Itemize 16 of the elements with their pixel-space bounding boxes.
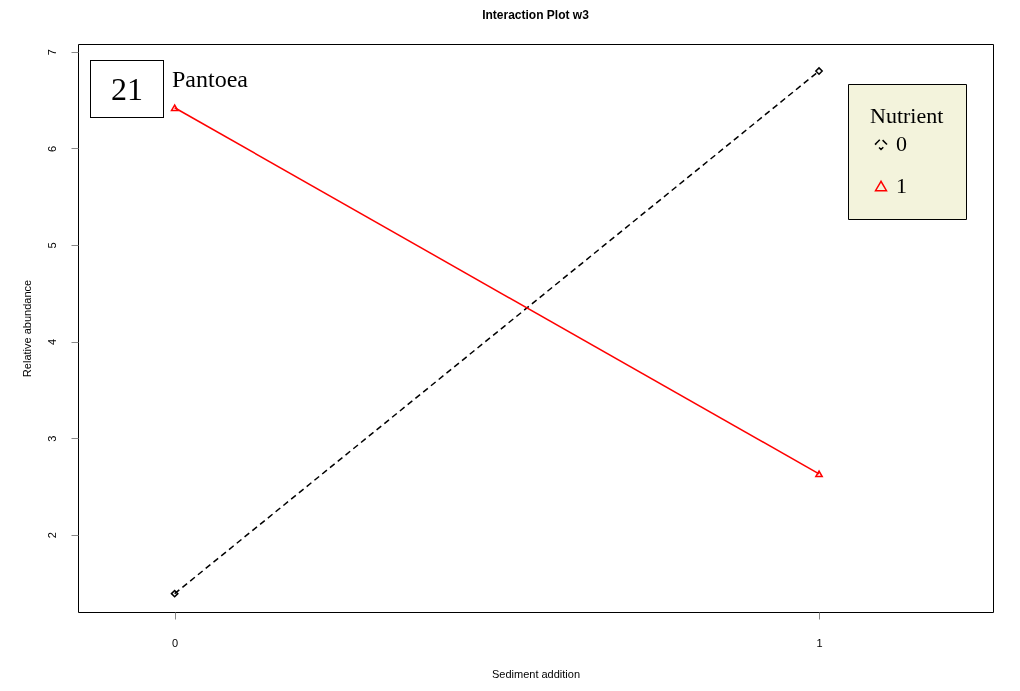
annotation: 21 [90,60,164,118]
chart-title: Interaction Plot w3 [482,8,590,22]
point [815,67,823,75]
y-tick-label: 4 [45,338,58,346]
legend-label: 1 [896,173,907,198]
annotation: Pantoea [172,66,248,93]
point [170,589,179,598]
x-axis-title: Sediment addition [491,667,581,680]
y-tick-label: 6 [45,145,58,152]
y-axis-title: Relative abundance [20,279,33,378]
y-tick-label: 3 [45,435,58,442]
y-tick-label: 7 [45,49,58,56]
y-tick-label: 2 [45,532,58,539]
legend-title: Nutrient [870,103,944,128]
y-tick-label: 5 [45,242,58,249]
legend-label: 0 [896,131,907,156]
